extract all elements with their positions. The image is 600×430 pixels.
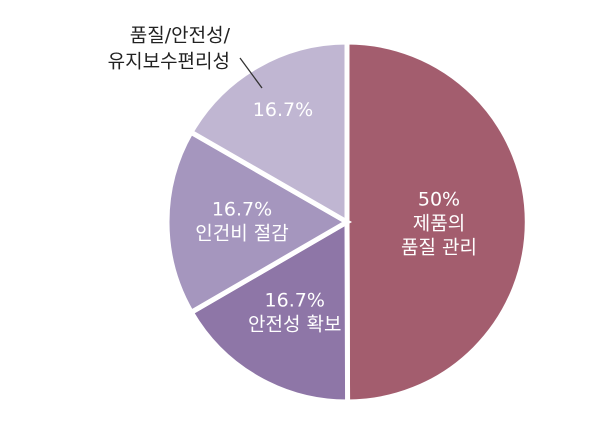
pie-slices bbox=[164, 39, 530, 405]
slice-label-4-line-1: 16.7% bbox=[253, 99, 313, 121]
leader-lines bbox=[239, 57, 263, 89]
outside-label-line-1: 품질/안전성/ bbox=[130, 25, 231, 47]
slice-label-1-line-1: 50% bbox=[418, 189, 460, 211]
slice-label-1-line-2: 제품의 bbox=[413, 213, 465, 235]
outside-label-line-2: 유지보수편리성 bbox=[108, 51, 230, 73]
slice-label-1-line-3: 품질 관리 bbox=[401, 237, 477, 259]
slice-label-2-line-2: 안전성 확보 bbox=[248, 314, 341, 336]
pie-slice-1 bbox=[344, 39, 530, 405]
slice-label-2-line-1: 16.7% bbox=[265, 290, 325, 312]
pie-slice-2 bbox=[187, 217, 351, 405]
slice-label-3-line-2: 인건비 절감 bbox=[195, 223, 288, 245]
pie-slice-4 bbox=[187, 39, 350, 227]
slice-label-3-line-1: 16.7% bbox=[212, 199, 272, 221]
leader-line bbox=[239, 57, 263, 89]
pie-slice-3 bbox=[164, 128, 352, 316]
